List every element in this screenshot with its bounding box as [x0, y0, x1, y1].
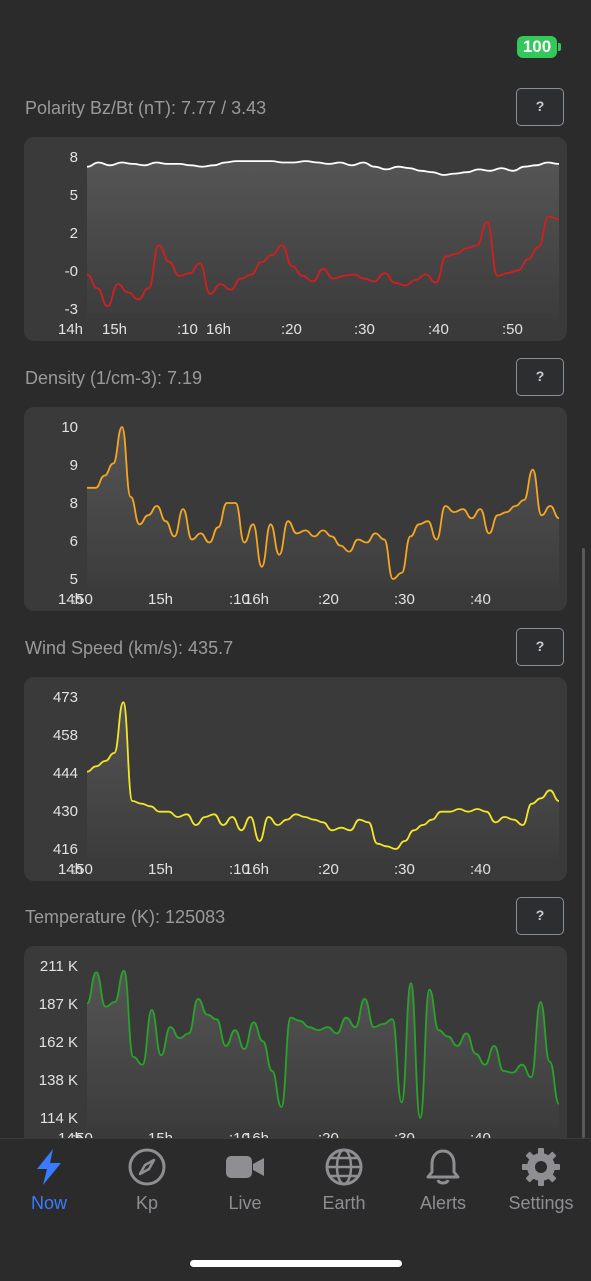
- y-tick-label: 458: [53, 727, 78, 744]
- battery-indicator: 100: [517, 36, 561, 58]
- x-tick-label: :20: [318, 861, 339, 878]
- density-help-button[interactable]: ?: [516, 358, 564, 396]
- polarity-chart: 8 5 2 -0 -3 14h 15h :10 16h :20 :30 :40 :50: [24, 137, 567, 341]
- x-tick-label: 14h: [58, 861, 83, 878]
- tab-now-label: Now: [30, 1193, 67, 1213]
- x-tick-label: 15h: [148, 861, 173, 878]
- y-tick-label: 10: [61, 419, 78, 436]
- scrollbar[interactable]: [582, 548, 585, 1138]
- y-tick-label: 473: [53, 689, 78, 706]
- y-tick-label: 138 K: [39, 1072, 78, 1089]
- x-tick-label: :50: [72, 861, 93, 878]
- y-tick-label: 5: [70, 571, 78, 588]
- y-tick-label: 5: [70, 187, 78, 204]
- chart-series-line: [86, 701, 560, 850]
- y-tick-label: 211 K: [40, 958, 78, 975]
- chart-series-line: [87, 426, 560, 580]
- polarity-chart-svg: 8 5 2 -0 -3 14h 15h :10 16h :20 :30 :40 :50: [58, 149, 560, 338]
- density-title: Density (1/cm-3): 7.19: [25, 368, 203, 388]
- x-tick-label: :20: [281, 321, 302, 338]
- tab-alerts-label: Alerts: [419, 1193, 466, 1213]
- y-tick-label: 444: [53, 765, 78, 782]
- x-tick-label: 14h: [58, 321, 83, 338]
- y-tick-label: 416: [53, 841, 78, 858]
- x-tick-label: :50: [72, 591, 93, 608]
- y-tick-label: 6: [70, 533, 78, 550]
- x-tick-label: :10: [229, 861, 250, 878]
- polarity-title: Polarity Bz/Bt (nT): 7.77 / 3.43: [25, 98, 267, 118]
- tab-kp[interactable]: Kp: [98, 1147, 196, 1227]
- bell-icon: [426, 1149, 460, 1185]
- video-camera-icon: [226, 1156, 264, 1178]
- tab-live-label: Live: [228, 1193, 262, 1213]
- x-tick-label: :10: [229, 591, 250, 608]
- x-tick-label: 15h: [102, 321, 127, 338]
- x-tick-label: 16h: [244, 591, 269, 608]
- gear-icon: [522, 1148, 560, 1186]
- wind-speed-title: Wind Speed (km/s): 435.7: [25, 638, 234, 658]
- y-tick-label: 8: [70, 149, 78, 166]
- tab-alerts[interactable]: Alerts: [394, 1147, 492, 1227]
- x-tick-label: :30: [354, 321, 375, 338]
- x-tick-label: 16h: [206, 321, 231, 338]
- y-tick-label: -0: [65, 263, 78, 280]
- temperature-title: Temperature (K): 125083: [25, 907, 226, 927]
- y-tick-label: 114 K: [40, 1110, 78, 1127]
- x-tick-label: :30: [394, 591, 415, 608]
- y-tick-label: 9: [70, 457, 78, 474]
- tab-bar: Now Kp Live Earth Alerts: [0, 1138, 591, 1281]
- y-tick-label: 187 K: [39, 996, 78, 1013]
- chart-area-fill: [87, 161, 559, 319]
- y-tick-label: 162 K: [39, 1034, 78, 1051]
- x-tick-label: :30: [394, 861, 415, 878]
- tab-earth-label: Earth: [322, 1193, 366, 1213]
- tab-live[interactable]: Live: [196, 1147, 294, 1227]
- y-tick-label: 2: [70, 225, 78, 242]
- x-tick-label: :40: [428, 321, 449, 338]
- wind-speed-help-button[interactable]: ?: [516, 628, 564, 666]
- tab-settings-label: Settings: [508, 1193, 574, 1213]
- chart-series-line: [86, 969, 560, 1119]
- x-tick-label: 15h: [148, 591, 173, 608]
- chart-area-fill: [87, 970, 559, 1128]
- temperature-help-button[interactable]: ?: [516, 897, 564, 935]
- y-tick-label: 8: [70, 495, 78, 512]
- tab-now[interactable]: Now: [0, 1147, 98, 1227]
- chart-series-line: [86, 160, 560, 176]
- bolt-icon: [37, 1149, 61, 1185]
- globe-icon: [325, 1148, 363, 1186]
- tab-settings[interactable]: Settings: [492, 1147, 590, 1227]
- wind-speed-chart: 473 458 444 430 416 14h:50 15h :10 16h :20 :30 :40: [24, 677, 567, 881]
- chart-area-fill: [87, 702, 559, 859]
- y-tick-label: 430: [53, 803, 78, 820]
- x-tick-label: 16h: [244, 861, 269, 878]
- tab-kp-label: Kp: [135, 1193, 159, 1213]
- x-tick-label: :40: [470, 861, 491, 878]
- x-tick-label: :50: [502, 321, 523, 338]
- home-indicator: [190, 1260, 402, 1267]
- tab-earth[interactable]: Earth: [295, 1147, 393, 1227]
- chart-area-fill: [87, 427, 559, 589]
- polarity-help-button[interactable]: ?: [516, 88, 564, 126]
- density-chart: 10 9 8 6 5 14h:50 15h :10 16h :20 :30 :40: [24, 407, 567, 611]
- x-tick-label: :40: [470, 591, 491, 608]
- x-tick-label: :10: [177, 321, 198, 338]
- x-tick-label: 14h: [58, 591, 83, 608]
- compass-icon: [128, 1148, 166, 1186]
- x-tick-label: :20: [318, 591, 339, 608]
- chart-series-line: [86, 215, 560, 308]
- y-tick-label: -3: [65, 301, 78, 318]
